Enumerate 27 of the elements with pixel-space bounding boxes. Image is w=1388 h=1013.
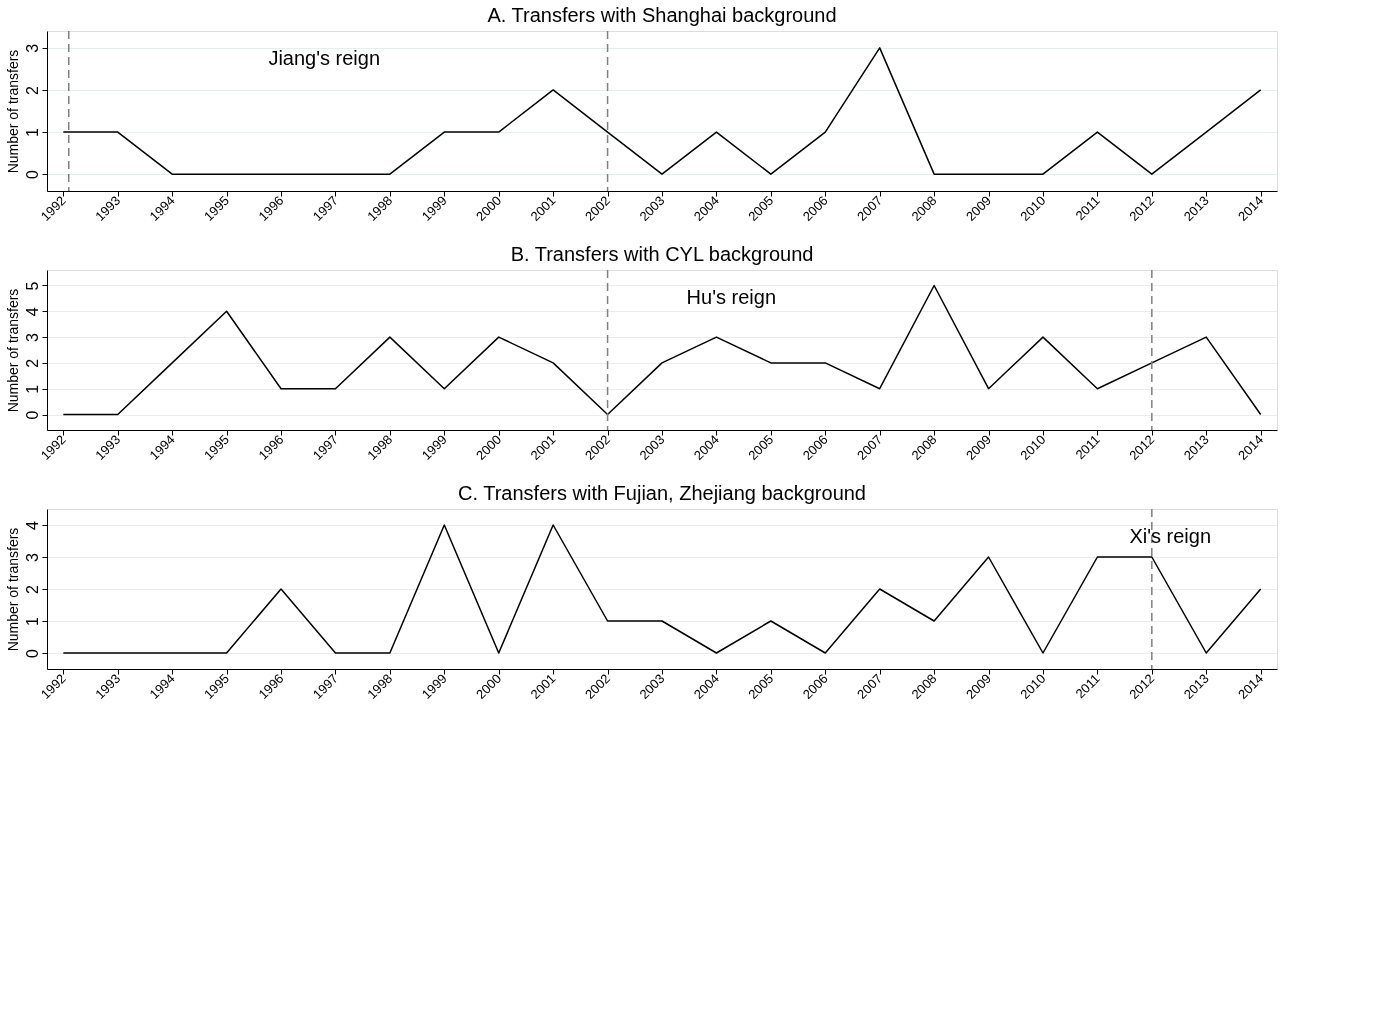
annotation: Xi's reign xyxy=(1129,525,1212,547)
y-tick-label: 0 xyxy=(23,170,41,180)
y-tick-label: 1 xyxy=(23,616,41,626)
y-tick-label: 0 xyxy=(23,410,41,420)
y-tick-label: 2 xyxy=(23,584,41,594)
annotation: Jiang's reign xyxy=(268,47,381,69)
y-tick-label: 4 xyxy=(23,307,41,317)
y-tick-label: 0 xyxy=(23,648,41,658)
y-tick-label: 3 xyxy=(23,43,41,53)
chart-title: C. Transfers with Fujian, Zhejiang background xyxy=(458,482,866,505)
y-tick-label: 5 xyxy=(23,281,41,291)
chart-title: A. Transfers with Shanghai background xyxy=(487,4,837,27)
annotation: Hu's reign xyxy=(686,286,777,308)
line-series xyxy=(62,524,1262,654)
y-axis-title: Number of transfers xyxy=(4,527,21,652)
y-tick-label: 1 xyxy=(23,384,41,394)
y-tick-label: 3 xyxy=(23,333,41,343)
y-tick-label: 2 xyxy=(23,358,41,368)
chart-title: B. Transfers with CYL background xyxy=(510,243,814,266)
y-axis-title: Number of transfers xyxy=(4,49,21,174)
y-tick-label: 1 xyxy=(23,128,41,138)
y-axis-title: Number of transfers xyxy=(4,288,21,413)
line-series xyxy=(62,284,1262,416)
y-tick-label: 2 xyxy=(23,85,41,95)
line-series xyxy=(62,47,1262,175)
y-tick-label: 3 xyxy=(23,552,41,562)
y-tick-label: 4 xyxy=(23,520,41,530)
